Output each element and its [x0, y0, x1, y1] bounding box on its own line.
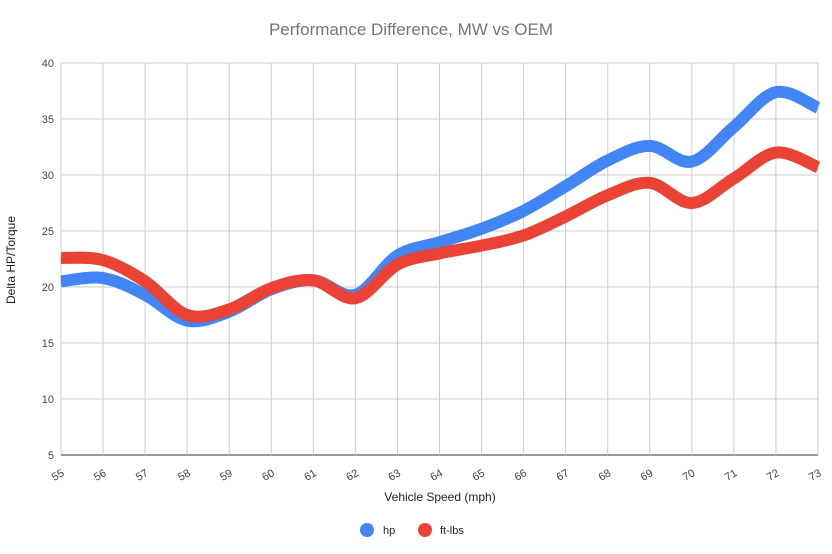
- y-tick-label: 30: [42, 170, 54, 182]
- x-tick-label: 69: [639, 467, 656, 484]
- x-tick-label: 58: [176, 467, 193, 484]
- x-tick-label: 61: [302, 467, 319, 484]
- y-tick-label: 10: [42, 394, 54, 406]
- y-tick-label: 20: [42, 282, 54, 294]
- y-axis-label: Delta HP/Torque: [4, 216, 18, 304]
- y-tick-label: 5: [48, 450, 54, 462]
- x-tick-label: 56: [92, 467, 109, 484]
- chart-title: Performance Difference, MW vs OEM: [269, 20, 553, 39]
- x-tick-label: 71: [723, 467, 740, 484]
- x-axis-label: Vehicle Speed (mph): [384, 490, 495, 504]
- x-tick-label: 64: [428, 467, 445, 484]
- y-tick-label: 25: [42, 226, 54, 238]
- y-tick-label: 40: [42, 58, 54, 70]
- x-tick-label: 72: [765, 467, 782, 484]
- legend-swatch-ft-lbs: [418, 523, 432, 537]
- x-tick-label: 70: [681, 467, 698, 484]
- legend-label-hp: hp: [383, 525, 395, 537]
- y-tick-label: 35: [42, 114, 54, 126]
- legend-swatch-hp: [360, 523, 374, 537]
- series-lines: [60, 85, 821, 328]
- x-tick-label: 68: [597, 467, 614, 484]
- series-line-ft-lbs: [60, 146, 821, 323]
- x-tick-label: 60: [260, 467, 277, 484]
- x-tick-label: 62: [344, 467, 361, 484]
- y-tick-label: 15: [42, 338, 54, 350]
- x-tick-label: 55: [50, 467, 67, 484]
- x-tick-label: 63: [386, 467, 403, 484]
- x-tick-label: 65: [470, 467, 487, 484]
- legend: hp ft-lbs: [360, 523, 464, 537]
- x-tick-label: 67: [555, 467, 572, 484]
- x-axis-ticks: 55 56 57 58 59 60 61 62 63 64 65 66 67 68 69 70 71 72 73: [50, 467, 824, 484]
- x-tick-label: 73: [807, 467, 824, 484]
- x-tick-label: 59: [218, 467, 235, 484]
- x-tick-label: 57: [134, 467, 151, 484]
- legend-label-ft-lbs: ft-lbs: [440, 525, 464, 537]
- y-axis-ticks: 5 10 15 20 25 30 35 40: [42, 58, 54, 462]
- x-tick-label: 66: [513, 467, 530, 484]
